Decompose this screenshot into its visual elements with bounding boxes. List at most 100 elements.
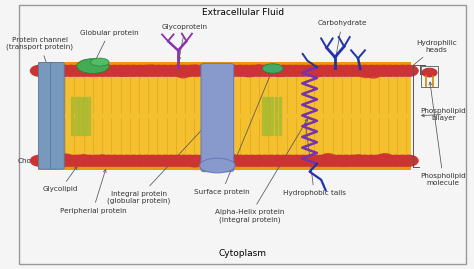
Circle shape xyxy=(101,156,116,165)
Ellipse shape xyxy=(200,158,235,173)
Circle shape xyxy=(81,155,99,166)
Circle shape xyxy=(249,157,264,166)
Circle shape xyxy=(230,65,249,76)
Circle shape xyxy=(243,155,262,166)
Circle shape xyxy=(175,69,191,78)
Circle shape xyxy=(262,65,281,76)
Circle shape xyxy=(337,156,352,165)
Circle shape xyxy=(225,66,240,75)
Circle shape xyxy=(30,65,49,76)
Circle shape xyxy=(274,155,293,166)
Circle shape xyxy=(151,156,166,165)
Bar xyxy=(262,97,265,134)
Circle shape xyxy=(112,155,130,166)
Circle shape xyxy=(335,157,350,166)
Circle shape xyxy=(377,154,393,162)
Circle shape xyxy=(173,67,188,76)
Circle shape xyxy=(200,65,218,76)
Circle shape xyxy=(300,65,318,76)
Circle shape xyxy=(318,155,337,166)
Circle shape xyxy=(174,155,193,166)
FancyBboxPatch shape xyxy=(50,62,64,169)
Text: Integral protein
(globular protein): Integral protein (globular protein) xyxy=(107,116,215,204)
Circle shape xyxy=(301,156,316,165)
Circle shape xyxy=(137,67,152,76)
Circle shape xyxy=(337,155,356,166)
Circle shape xyxy=(62,155,81,166)
Circle shape xyxy=(181,65,199,76)
Bar xyxy=(79,97,82,134)
Text: Glycoprotein: Glycoprotein xyxy=(162,24,208,60)
Circle shape xyxy=(324,155,343,166)
Circle shape xyxy=(162,65,181,76)
Circle shape xyxy=(362,155,381,166)
Circle shape xyxy=(118,155,137,166)
Circle shape xyxy=(249,155,268,166)
Bar xyxy=(279,97,282,134)
Circle shape xyxy=(118,67,133,76)
Circle shape xyxy=(93,65,112,76)
Circle shape xyxy=(74,65,93,76)
Circle shape xyxy=(237,155,255,166)
Circle shape xyxy=(400,65,418,76)
Bar xyxy=(270,97,273,134)
Circle shape xyxy=(268,65,287,76)
Circle shape xyxy=(37,65,55,76)
Circle shape xyxy=(168,65,187,76)
Circle shape xyxy=(320,154,336,162)
Circle shape xyxy=(193,155,212,166)
Circle shape xyxy=(343,65,362,76)
Circle shape xyxy=(190,156,205,165)
Circle shape xyxy=(331,155,349,166)
Text: Alpha-Helix protein
(integral protein): Alpha-Helix protein (integral protein) xyxy=(215,119,308,223)
Circle shape xyxy=(143,65,162,76)
Circle shape xyxy=(349,155,368,166)
Circle shape xyxy=(324,65,343,76)
Circle shape xyxy=(274,65,293,76)
Circle shape xyxy=(243,65,262,76)
Circle shape xyxy=(230,155,249,166)
Circle shape xyxy=(76,155,91,164)
Circle shape xyxy=(187,65,202,74)
Circle shape xyxy=(149,155,168,166)
Circle shape xyxy=(362,65,381,76)
Circle shape xyxy=(139,156,155,165)
Circle shape xyxy=(217,69,232,78)
Bar xyxy=(266,97,269,134)
Circle shape xyxy=(70,66,85,75)
Circle shape xyxy=(300,155,318,166)
Circle shape xyxy=(237,65,255,76)
Circle shape xyxy=(255,155,274,166)
Circle shape xyxy=(162,155,181,166)
Ellipse shape xyxy=(77,59,109,73)
Circle shape xyxy=(156,157,171,165)
Circle shape xyxy=(224,65,243,76)
Circle shape xyxy=(37,155,55,166)
FancyBboxPatch shape xyxy=(38,62,52,169)
Circle shape xyxy=(181,155,199,166)
Circle shape xyxy=(287,65,306,76)
Bar xyxy=(71,97,73,134)
Circle shape xyxy=(212,155,230,166)
Circle shape xyxy=(343,155,362,166)
Circle shape xyxy=(187,155,206,166)
Circle shape xyxy=(306,155,324,166)
Bar xyxy=(87,97,90,134)
Text: Phospholipid
bilayer: Phospholipid bilayer xyxy=(420,108,466,121)
Circle shape xyxy=(206,155,224,166)
Circle shape xyxy=(374,155,390,164)
Circle shape xyxy=(262,155,281,166)
Circle shape xyxy=(87,155,105,166)
Circle shape xyxy=(218,155,237,166)
Circle shape xyxy=(187,158,202,167)
Circle shape xyxy=(242,68,257,77)
Circle shape xyxy=(249,65,268,76)
Circle shape xyxy=(293,155,312,166)
Circle shape xyxy=(174,65,193,76)
Text: Protein channel
(transport protein): Protein channel (transport protein) xyxy=(6,37,73,67)
Circle shape xyxy=(123,67,138,76)
Circle shape xyxy=(87,65,105,76)
Circle shape xyxy=(337,65,356,76)
Circle shape xyxy=(55,65,74,76)
Circle shape xyxy=(193,65,212,76)
